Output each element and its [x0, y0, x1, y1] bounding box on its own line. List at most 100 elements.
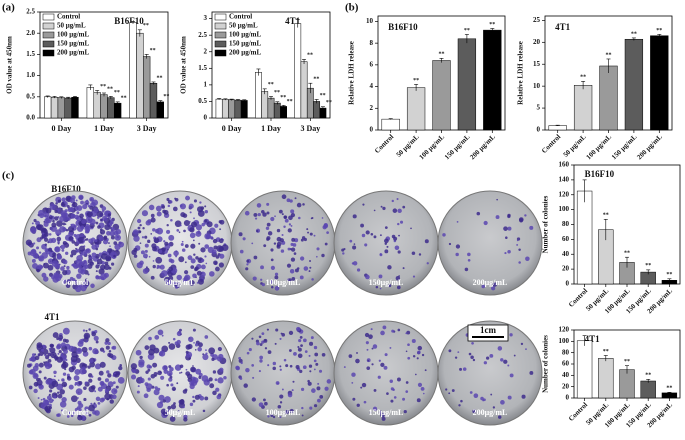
colony	[238, 232, 243, 237]
colony	[281, 213, 284, 216]
colony	[56, 383, 64, 391]
colony	[47, 358, 52, 363]
colony	[180, 371, 183, 374]
colony	[467, 258, 471, 262]
colony	[365, 274, 370, 280]
colony	[308, 354, 311, 357]
colony	[529, 225, 534, 230]
colony	[272, 415, 276, 419]
colony	[63, 215, 69, 221]
colony	[183, 276, 189, 281]
y-tick-label: 6	[370, 60, 374, 68]
colony	[85, 213, 87, 215]
significance: **	[313, 77, 319, 83]
colony	[513, 354, 516, 357]
colony	[204, 335, 209, 339]
colony	[284, 218, 289, 223]
colony	[170, 383, 174, 387]
colony	[448, 349, 452, 353]
colony	[396, 285, 401, 290]
significance: **	[603, 349, 609, 355]
colony	[78, 264, 82, 269]
colony	[396, 198, 399, 201]
colony	[204, 219, 208, 223]
colony	[458, 404, 461, 407]
legend-swatch	[42, 31, 55, 39]
colony	[367, 359, 370, 362]
bar	[113, 102, 122, 119]
colony	[190, 258, 196, 264]
colony	[105, 338, 110, 343]
colony	[451, 389, 455, 392]
colony	[43, 361, 45, 364]
colony	[245, 367, 250, 373]
colony	[74, 280, 77, 283]
colony	[95, 396, 101, 402]
colony	[86, 211, 93, 218]
y-axis-label: Number of colonies	[542, 335, 550, 393]
colony	[94, 410, 100, 416]
colony	[28, 369, 34, 375]
colony	[40, 229, 42, 231]
colony	[140, 250, 145, 255]
colony	[177, 410, 180, 413]
colony	[421, 353, 425, 357]
colony	[353, 243, 356, 245]
colony	[381, 416, 386, 421]
colony	[270, 258, 274, 262]
colony	[78, 194, 84, 200]
colony	[43, 376, 47, 380]
colony	[167, 253, 172, 258]
colony	[402, 397, 406, 401]
colony	[107, 248, 112, 253]
colony	[71, 240, 76, 244]
colony	[194, 394, 200, 400]
colony	[397, 377, 401, 382]
colony	[281, 194, 287, 200]
colony	[163, 240, 166, 243]
colony	[315, 362, 319, 366]
colony	[197, 210, 205, 217]
colony	[179, 203, 187, 210]
colony	[219, 367, 224, 372]
legend-label: 50 μg/mL	[229, 22, 258, 30]
bar	[576, 340, 593, 399]
colony	[89, 196, 95, 202]
colony	[244, 210, 250, 216]
colony	[77, 397, 79, 399]
colony	[252, 276, 257, 281]
colony	[197, 346, 202, 352]
colony	[373, 235, 377, 239]
colony	[162, 209, 166, 214]
colony	[135, 349, 142, 356]
colony	[48, 247, 53, 252]
colony	[118, 241, 125, 248]
colony	[68, 366, 75, 373]
colony	[460, 399, 463, 403]
colony	[254, 217, 258, 220]
colony	[294, 197, 297, 200]
significance: **	[274, 90, 280, 96]
colony	[285, 364, 289, 368]
bar	[234, 99, 242, 119]
y-axis-label: Number of colonies	[542, 195, 550, 253]
bar	[313, 101, 321, 119]
colony	[155, 205, 162, 212]
colony	[417, 345, 423, 351]
plate-row-label: B16F10	[51, 184, 81, 194]
colony	[457, 351, 460, 354]
x-tick-label: 200 μg/mL	[468, 133, 497, 162]
chart-title: 4T1	[585, 334, 601, 344]
colony	[95, 243, 100, 248]
colony	[202, 409, 206, 413]
colony	[99, 228, 103, 231]
colony	[47, 264, 54, 271]
colony	[309, 370, 312, 373]
y-tick-label: 10	[366, 17, 374, 25]
colony	[292, 243, 297, 247]
colony	[173, 250, 179, 257]
colony	[397, 222, 400, 226]
colony	[393, 396, 397, 399]
colony	[57, 242, 60, 245]
colony	[59, 389, 65, 395]
